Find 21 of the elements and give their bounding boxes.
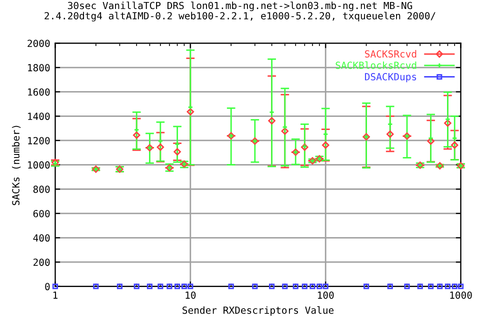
- y-tick-label: 1200: [28, 136, 50, 144]
- y-tick-label: 2000: [28, 40, 50, 48]
- y-tick-label: 800: [33, 186, 50, 193]
- y-tick-label: 400: [33, 234, 50, 242]
- y-tick-label: 200: [34, 258, 50, 266]
- y-tick-label: 0: [45, 282, 50, 290]
- legend-label: DSACKDups: [365, 73, 416, 82]
- legend-label: SACKBlocksRcvd: [336, 61, 416, 69]
- y-tick-label: 1800: [28, 64, 50, 72]
- x-tick-label: 1000: [450, 291, 472, 299]
- y-tick-label: 1400: [28, 112, 50, 120]
- x-tick-label: 10: [186, 291, 196, 299]
- y-tick-label: 1600: [28, 88, 50, 96]
- legend-label: SACKSRcvd: [365, 50, 416, 58]
- x-tick-label: 1: [53, 292, 58, 299]
- y-axis-title: SACKs (number): [12, 126, 21, 206]
- y-tick-label: 600: [33, 210, 50, 218]
- y-tick-label: 1000: [28, 161, 50, 169]
- x-tick-label: 100: [318, 291, 334, 299]
- x-axis-title: Sender RXDescriptors Value: [182, 306, 334, 316]
- chart-title: 30sec VanillaTCP DRS lon01.mb-ng.net->lon03.mb-ng.net MB-NG 2.4.20dtg4 altAIMD-0.2 web100-2.2.1, e1000-5.2.20, txqueuelen 2000/: [44, 2, 436, 22]
